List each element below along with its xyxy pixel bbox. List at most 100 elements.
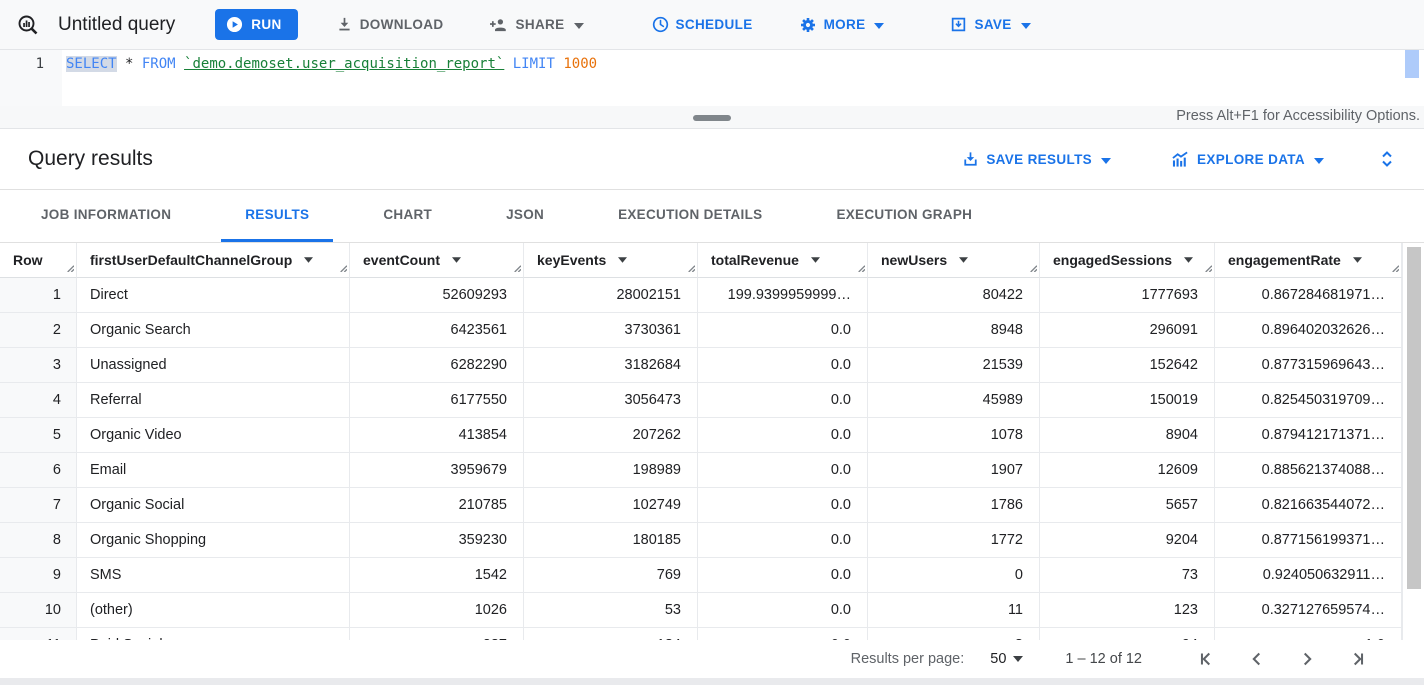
table-cell: Direct xyxy=(77,278,350,313)
tab-json[interactable]: JSON xyxy=(506,207,545,222)
column-header-newUsers[interactable]: newUsers xyxy=(868,243,1040,278)
table-cell: 94 xyxy=(1040,628,1215,640)
table-cell: Referral xyxy=(77,383,350,418)
sort-caret-icon[interactable] xyxy=(304,257,314,263)
table-cell: 8 xyxy=(868,628,1040,640)
table-cell: 237 xyxy=(350,628,524,640)
run-button[interactable]: RUN xyxy=(215,9,298,40)
row-number-cell: 5 xyxy=(0,418,77,453)
sql-keyword-limit: LIMIT xyxy=(504,56,564,72)
table-cell: 0.0 xyxy=(698,628,868,640)
column-header-label: newUsers xyxy=(881,252,948,268)
expand-panel-button[interactable] xyxy=(1376,141,1398,177)
sort-caret-icon[interactable] xyxy=(1184,257,1194,263)
column-header-Row[interactable]: Row xyxy=(0,243,77,278)
column-header-firstUserDefaultChannelGroup[interactable]: firstUserDefaultChannelGroup xyxy=(77,243,350,278)
tab-results[interactable]: RESULTS xyxy=(221,190,334,242)
share-button[interactable]: SHARE xyxy=(481,7,591,43)
chevron-down-icon xyxy=(1020,17,1031,32)
sort-caret-icon[interactable] xyxy=(618,257,628,263)
sort-caret-icon[interactable] xyxy=(810,257,820,263)
sql-code-line[interactable]: SELECT * FROM `demo.demoset.user_acquisi… xyxy=(62,50,597,106)
splitter-drag-handle[interactable] xyxy=(693,115,731,121)
table-cell: 0.0 xyxy=(698,523,868,558)
column-header-keyEvents[interactable]: keyEvents xyxy=(524,243,698,278)
table-body: 1 Direct 52609293 28002151 199.9399959999… 80… xyxy=(0,278,1402,640)
table-cell: 134 xyxy=(524,628,698,640)
results-title: Query results xyxy=(28,147,153,170)
table-cell: 210785 xyxy=(350,488,524,523)
tab-execution-graph[interactable]: EXECUTION GRAPH xyxy=(836,207,973,222)
chart-insights-icon xyxy=(1171,151,1190,168)
resize-grip-icon[interactable] xyxy=(338,259,348,275)
table-cell: 1078 xyxy=(868,418,1040,453)
last-page-button[interactable] xyxy=(1346,648,1368,670)
next-page-button[interactable] xyxy=(1296,648,1318,670)
table-cell: 1777693 xyxy=(1040,278,1215,313)
row-number-cell: 6 xyxy=(0,453,77,488)
column-header-eventCount[interactable]: eventCount xyxy=(350,243,524,278)
resize-grip-icon[interactable] xyxy=(856,259,866,275)
table-scrollbar-track[interactable] xyxy=(1402,243,1424,640)
save-results-label: SAVE RESULTS xyxy=(986,151,1093,167)
save-button[interactable]: SAVE xyxy=(942,7,1038,43)
column-header-totalRevenue[interactable]: totalRevenue xyxy=(698,243,868,278)
schedule-label: SCHEDULE xyxy=(675,17,753,32)
table-scrollbar-thumb[interactable] xyxy=(1407,247,1421,589)
sort-caret-icon[interactable] xyxy=(959,257,969,263)
column-header-engagementRate[interactable]: engagementRate xyxy=(1215,243,1402,278)
tab-job-information[interactable]: JOB INFORMATION xyxy=(41,207,172,222)
resize-grip-icon[interactable] xyxy=(686,259,696,275)
table-row: 2 Organic Search 6423561 3730361 0.0 8948 2960… xyxy=(0,313,1402,348)
results-per-page-label: Results per page: xyxy=(850,651,965,667)
table-cell: 0.0 xyxy=(698,558,868,593)
person-add-icon xyxy=(489,16,508,33)
download-icon xyxy=(336,16,353,33)
row-number-cell: 7 xyxy=(0,488,77,523)
table-cell: 359230 xyxy=(350,523,524,558)
table-cell: Unassigned xyxy=(77,348,350,383)
resize-grip-icon[interactable] xyxy=(65,259,75,275)
resize-grip-icon[interactable] xyxy=(512,259,522,275)
table-cell: 0.885621374088… xyxy=(1215,453,1402,488)
resize-grip-icon[interactable] xyxy=(1028,259,1038,275)
share-label: SHARE xyxy=(515,17,565,32)
page-size-dropdown[interactable]: 50 xyxy=(990,651,1024,667)
table-cell: 6177550 xyxy=(350,383,524,418)
resize-grip-icon[interactable] xyxy=(1390,259,1400,275)
schedule-button[interactable]: SCHEDULE xyxy=(644,7,761,43)
table-cell: 28002151 xyxy=(524,278,698,313)
chevron-down-icon xyxy=(1314,152,1324,167)
chevron-down-icon xyxy=(1101,152,1112,167)
table-cell: 0.0 xyxy=(698,593,868,628)
tab-chart[interactable]: CHART xyxy=(383,207,433,222)
previous-page-button[interactable] xyxy=(1246,648,1268,670)
table-cell: 0 xyxy=(868,558,1040,593)
resize-grip-icon[interactable] xyxy=(1203,259,1213,275)
sql-table-link[interactable]: `demo.demoset.user_acquisition_report` xyxy=(184,56,505,72)
tab-execution-details[interactable]: EXECUTION DETAILS xyxy=(618,207,763,222)
sort-caret-icon[interactable] xyxy=(1352,257,1362,263)
more-button[interactable]: MORE xyxy=(791,7,893,43)
table-row: 7 Organic Social 210785 102749 0.0 1786 5657 0.… xyxy=(0,488,1402,523)
page-range-label: 1 – 12 of 12 xyxy=(1065,651,1142,667)
row-number-cell: 1 xyxy=(0,278,77,313)
table-header-row: Row firstUserDefaultChannelGroup eventCoun… xyxy=(0,243,1402,278)
table-cell: 123 xyxy=(1040,593,1215,628)
sql-editor[interactable]: 1 SELECT * FROM `demo.demoset.user_acqui… xyxy=(0,50,1424,106)
table-cell: 1772 xyxy=(868,523,1040,558)
table-cell: 413854 xyxy=(350,418,524,453)
chevron-down-icon xyxy=(874,17,885,32)
editor-scrollbar-thumb[interactable] xyxy=(1405,50,1419,78)
gear-icon xyxy=(799,16,817,34)
row-number-cell: 3 xyxy=(0,348,77,383)
table-cell: 80422 xyxy=(868,278,1040,313)
download-button[interactable]: DOWNLOAD xyxy=(328,7,452,43)
column-header-engagedSessions[interactable]: engagedSessions xyxy=(1040,243,1215,278)
table-cell: 0.825450319709… xyxy=(1215,383,1402,418)
table-cell: 0.0 xyxy=(698,348,868,383)
first-page-button[interactable] xyxy=(1196,648,1218,670)
sort-caret-icon[interactable] xyxy=(452,257,461,263)
explore-data-button[interactable]: EXPLORE DATA xyxy=(1163,141,1332,177)
save-results-button[interactable]: SAVE RESULTS xyxy=(954,141,1119,177)
